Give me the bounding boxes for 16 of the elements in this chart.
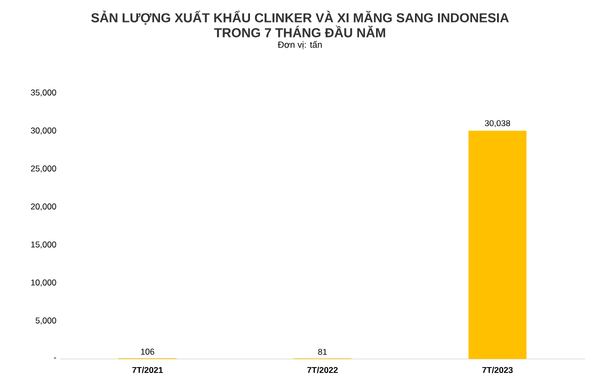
y-tick-label: 20,000 bbox=[31, 204, 56, 210]
y-tick-label: 25,000 bbox=[31, 166, 56, 172]
data-label: 30,038 bbox=[484, 120, 510, 128]
x-tick-label: 7T/2022 bbox=[307, 366, 338, 374]
chart-subtitle: Đơn vị: tấn bbox=[278, 40, 322, 50]
chart-title: SẢN LƯỢNG XUẤT KHẨU CLINKER VÀ XI MĂNG SANG INDONESIA TRONG 7 THÁNG ĐẦU NĂM bbox=[91, 10, 509, 38]
bar bbox=[468, 130, 527, 359]
y-tick-label: 5,000 bbox=[36, 318, 56, 324]
x-tick-label: 7T/2021 bbox=[132, 366, 163, 374]
data-label: 106 bbox=[141, 348, 154, 355]
x-tick-label: 7T/2023 bbox=[482, 366, 513, 374]
y-tick-label: 10,000 bbox=[31, 280, 56, 286]
y-tick-label: 30,000 bbox=[30, 128, 56, 134]
y-tick-label: 35,000 bbox=[30, 90, 56, 96]
data-label: 81 bbox=[318, 348, 327, 355]
y-tick-label: 15,000 bbox=[31, 242, 56, 248]
